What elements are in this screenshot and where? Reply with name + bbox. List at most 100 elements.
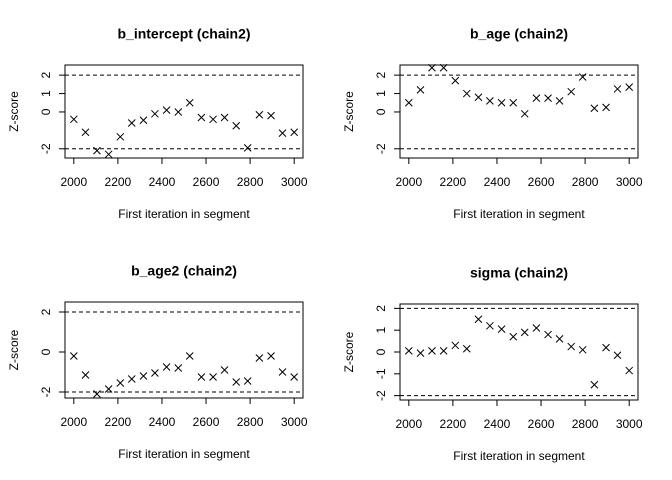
point [127, 375, 136, 383]
x-tick-label: 3000 [616, 175, 643, 189]
x-tick-label: 2000 [395, 417, 422, 431]
x-tick-label: 3000 [281, 175, 308, 189]
plot-frame [64, 64, 304, 159]
x-tick-label: 3000 [281, 415, 308, 429]
point [497, 325, 506, 333]
point [116, 379, 125, 387]
x-axis-label: First iteration in segment [453, 449, 585, 463]
x-tick-label: 2200 [105, 415, 132, 429]
y-tick-label: 1 [39, 90, 53, 97]
point [567, 87, 576, 96]
x-tick-label: 2200 [440, 417, 467, 431]
point [613, 85, 622, 93]
point [439, 347, 448, 355]
x-tick-label: 2400 [484, 417, 511, 431]
y-axis-label: Z-score [7, 91, 21, 132]
point [462, 89, 471, 98]
x-tick-label: 2200 [440, 175, 467, 189]
point [509, 98, 518, 107]
panel: b_age (chain2) First iteration in segment… [342, 26, 643, 221]
x-tick-label: 2200 [105, 175, 132, 189]
y-tick-label: 0 [39, 108, 53, 115]
point [532, 94, 541, 103]
point [428, 347, 436, 355]
point [127, 119, 136, 127]
point [81, 128, 90, 137]
x-tick-label: 3000 [616, 417, 643, 431]
panel: b_intercept (chain2) First iteration in s… [7, 26, 308, 221]
point [232, 121, 241, 130]
point [197, 113, 206, 122]
point [243, 377, 252, 385]
point [404, 347, 413, 355]
point [602, 343, 610, 352]
x-tick-label: 2800 [237, 415, 264, 429]
y-tick-label: 1 [374, 90, 388, 97]
point [255, 354, 264, 362]
point [555, 97, 564, 105]
x-tick-label: 2600 [528, 175, 555, 189]
point [290, 373, 299, 381]
point [474, 315, 483, 324]
x-tick-label: 2000 [60, 175, 87, 189]
point [290, 128, 299, 137]
point [93, 390, 101, 398]
point [439, 63, 448, 72]
plot-frame [399, 303, 639, 401]
x-axis-label: First iteration in segment [118, 207, 250, 221]
x-tick-label: 2000 [395, 175, 422, 189]
y-tick-label: -2 [374, 390, 388, 401]
x-tick-label: 2400 [149, 415, 176, 429]
point [462, 344, 471, 353]
panel-title: b_intercept (chain2) [117, 26, 250, 42]
panel-title: sigma (chain2) [470, 265, 568, 281]
y-tick-label: 1 [374, 327, 388, 334]
y-axis-label: Z-score [7, 329, 21, 370]
plot-frame [64, 301, 304, 399]
point [474, 93, 483, 102]
point [278, 129, 287, 137]
y-axis-label: Z-score [342, 91, 356, 132]
y-tick-label: 0 [39, 348, 53, 355]
x-tick-label: 2400 [484, 175, 511, 189]
point [185, 352, 194, 360]
panel-title: b_age (chain2) [470, 26, 568, 42]
x-tick-label: 2400 [149, 175, 176, 189]
point [185, 98, 194, 107]
panel-title: b_age2 (chain2) [131, 263, 237, 279]
point [267, 111, 275, 120]
point [416, 349, 425, 357]
point [104, 385, 113, 393]
point [104, 150, 113, 159]
point [555, 335, 564, 343]
point [81, 371, 90, 379]
x-tick-label: 2800 [572, 417, 599, 431]
point [578, 345, 587, 354]
point [220, 113, 229, 122]
point [209, 373, 217, 381]
y-axis-label: Z-score [342, 331, 356, 372]
point [93, 146, 101, 155]
y-tick-label: -2 [39, 386, 53, 397]
point [162, 363, 171, 371]
point [509, 332, 518, 341]
point [139, 116, 148, 125]
point [220, 366, 229, 374]
point [544, 94, 552, 103]
y-tick-label: -1 [374, 368, 388, 379]
x-tick-label: 2800 [237, 175, 264, 189]
point [174, 364, 183, 372]
plot-frame [399, 64, 639, 159]
panel: sigma (chain2) First iteration in segment… [342, 265, 643, 463]
point [69, 115, 78, 124]
y-tick-label: -2 [374, 143, 388, 154]
point [416, 86, 425, 94]
point [486, 321, 494, 330]
point [174, 108, 183, 116]
point [486, 97, 494, 105]
point [162, 106, 171, 114]
point [520, 328, 529, 337]
point [532, 324, 541, 332]
point [139, 372, 148, 380]
